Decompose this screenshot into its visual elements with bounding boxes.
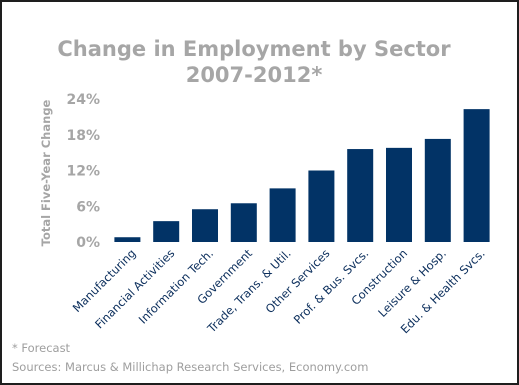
bars xyxy=(114,109,490,242)
forecast-footnote: * Forecast xyxy=(12,341,71,355)
bar xyxy=(114,237,141,242)
bar xyxy=(347,149,374,242)
bar xyxy=(424,138,451,242)
y-tick-label: 0% xyxy=(76,235,100,251)
y-tick-label: 6% xyxy=(76,199,100,215)
bar xyxy=(192,209,218,242)
bar xyxy=(230,203,257,242)
chart-title: Change in Employment by Sector xyxy=(57,37,451,61)
y-tick-label: 12% xyxy=(66,164,100,180)
y-axis-ticks: 0% 6% 12% 18% 24% xyxy=(66,92,100,251)
bar xyxy=(386,147,412,242)
sources-footnote: Sources: Marcus & Millichap Research Ser… xyxy=(12,360,368,374)
bar xyxy=(308,170,335,242)
bar xyxy=(269,188,296,242)
y-tick-label: 18% xyxy=(66,128,100,144)
y-tick-label: 24% xyxy=(66,92,100,108)
y-axis-label: Total Five-Year Change xyxy=(39,99,53,246)
bar xyxy=(463,109,490,242)
x-category-label: Leisure & Hosp. xyxy=(375,246,449,320)
chart-subtitle: 2007-2012* xyxy=(186,63,323,87)
bar xyxy=(153,221,180,242)
